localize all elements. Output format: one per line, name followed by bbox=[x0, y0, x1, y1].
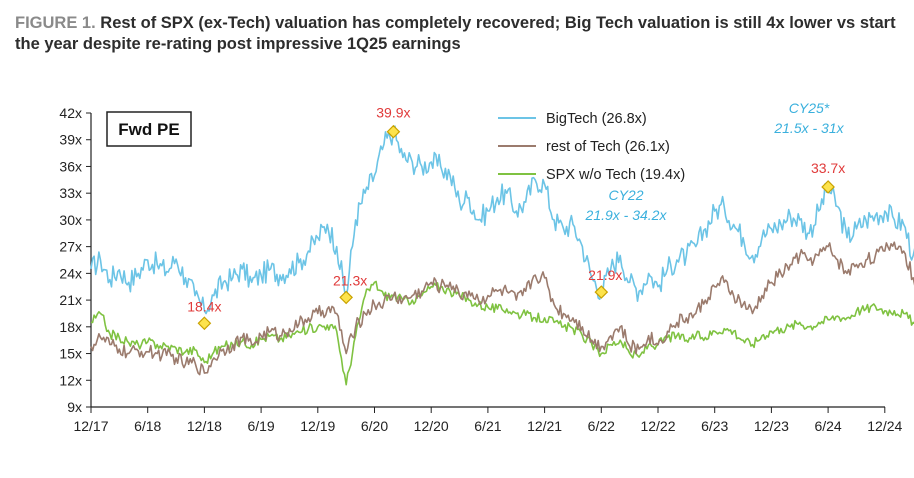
range-annotation: 21.5x - 31x bbox=[773, 120, 844, 136]
range-annotation: CY22 bbox=[608, 187, 643, 203]
legend-label: BigTech (26.8x) bbox=[546, 111, 647, 127]
x-tick-label: 12/19 bbox=[300, 418, 335, 434]
figure-title-text: Rest of SPX (ex-Tech) valuation has comp… bbox=[15, 14, 896, 53]
range-annotation: CY25* bbox=[789, 100, 830, 116]
peak-trough-marker bbox=[197, 316, 212, 331]
x-tick-label: 6/22 bbox=[588, 418, 615, 434]
y-tick-label: 12x bbox=[59, 372, 82, 388]
y-tick-label: 21x bbox=[59, 292, 82, 308]
axes: 9x 12x 15x 18x 21x 24x 27x 30x 33x 36x 39x 42x 12/17… bbox=[59, 105, 902, 434]
peak-trough-marker bbox=[821, 180, 835, 194]
marker-label: 18.4x bbox=[187, 298, 221, 314]
x-tick-label: 6/20 bbox=[361, 418, 388, 434]
legend-label: rest of Tech (26.1x) bbox=[546, 139, 670, 155]
x-tick-label: 6/23 bbox=[701, 418, 728, 434]
fwd-pe-frame bbox=[106, 111, 192, 147]
line-chart: 9x 12x 15x 18x 21x 24x 27x 30x 33x 36x 39x 42x 12/17… bbox=[59, 100, 914, 434]
y-tick-label: 30x bbox=[59, 212, 82, 228]
x-tick-label: 12/20 bbox=[414, 418, 449, 434]
x-tick-label: 6/19 bbox=[247, 418, 274, 434]
y-tick-label: 36x bbox=[59, 158, 82, 174]
legend-label: SPX w/o Tech (19.4x) bbox=[546, 167, 685, 183]
marker-label: 21.9x bbox=[588, 267, 622, 283]
series-line-bigtech bbox=[90, 125, 914, 315]
y-tick-label: 18x bbox=[59, 319, 82, 335]
marker-label: 21.3x bbox=[333, 272, 367, 288]
figure-label: FIGURE 1. bbox=[15, 14, 96, 32]
peak-trough-marker bbox=[339, 290, 353, 305]
legend: BigTech (26.8x) rest of Tech (26.1x) SPX w… bbox=[498, 111, 685, 183]
x-tick-label: 12/18 bbox=[187, 418, 222, 434]
peak-trough-marker bbox=[594, 285, 609, 299]
x-tick-label: 6/18 bbox=[134, 418, 161, 434]
chart-area: 9x 12x 15x 18x 21x 24x 27x 30x 33x 36x 39x 42x 12/17… bbox=[0, 90, 914, 473]
fwd-pe-box: Fwd PE bbox=[106, 111, 192, 147]
y-tick-label: 9x bbox=[67, 399, 82, 415]
x-tick-label: 6/24 bbox=[814, 418, 841, 434]
y-tick-label: 24x bbox=[59, 265, 82, 281]
y-tick-label: 39x bbox=[59, 132, 82, 148]
y-tick-label: 15x bbox=[59, 346, 82, 362]
marker-label: 33.7x bbox=[811, 160, 845, 176]
figure-title: FIGURE 1. Rest of SPX (ex-Tech) valuatio… bbox=[15, 13, 900, 55]
x-tick-label: 12/23 bbox=[754, 418, 789, 434]
x-tick-label: 12/17 bbox=[73, 418, 108, 434]
series-line-rest-of-tech bbox=[90, 241, 914, 376]
x-tick-label: 12/21 bbox=[527, 418, 562, 434]
marker-label: 39.9x bbox=[376, 105, 410, 121]
range-annotation: 21.9x - 34.2x bbox=[585, 207, 668, 223]
annotation-layer: CY22 21.9x - 34.2x CY25* 21.5x - 31x bbox=[585, 100, 845, 223]
x-tick-label: 6/21 bbox=[474, 418, 501, 434]
peak-trough-marker bbox=[386, 124, 401, 139]
series-line-spx-wo-tech bbox=[90, 280, 914, 386]
y-tick-label: 42x bbox=[59, 105, 82, 121]
x-tick-label: 12/22 bbox=[640, 418, 675, 434]
fwd-pe-label: Fwd PE bbox=[118, 120, 179, 139]
marker-layer: 18.4x 21.3x 39.9x 21.9x 33.7x bbox=[187, 105, 845, 331]
x-tick-label: 12/24 bbox=[867, 418, 902, 434]
series-layer bbox=[90, 125, 914, 386]
y-tick-label: 33x bbox=[59, 185, 82, 201]
y-tick-label: 27x bbox=[59, 239, 82, 255]
